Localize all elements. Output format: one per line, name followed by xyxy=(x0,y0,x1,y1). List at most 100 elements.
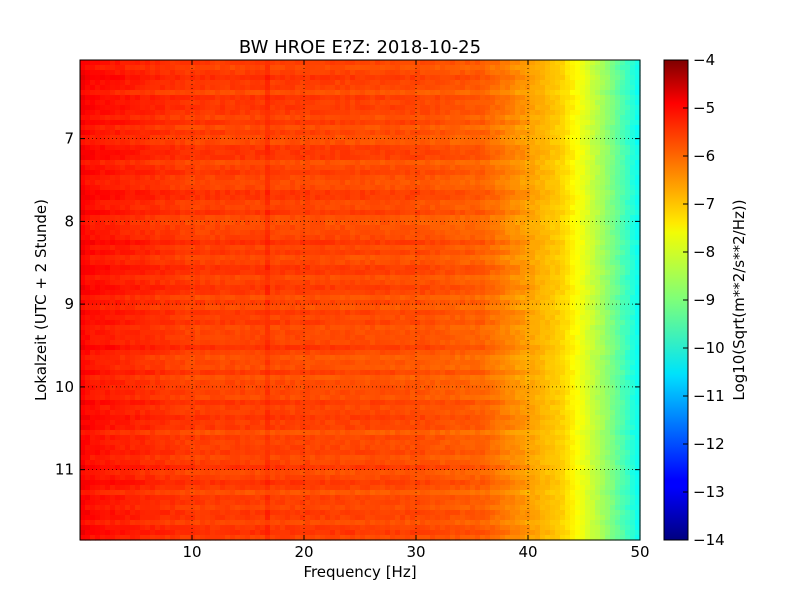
heatmap-cell xyxy=(325,205,331,211)
heatmap-cell xyxy=(185,220,191,226)
heatmap-cell xyxy=(335,255,341,261)
heatmap-cell xyxy=(550,100,556,106)
heatmap-cell xyxy=(80,135,86,141)
heatmap-cell xyxy=(255,140,261,146)
heatmap-cell xyxy=(555,165,561,171)
heatmap-cell xyxy=(205,130,211,136)
heatmap-cell xyxy=(130,280,136,286)
heatmap-cell xyxy=(335,180,341,186)
heatmap-cell xyxy=(565,255,571,261)
heatmap-cell xyxy=(350,220,356,226)
heatmap-cell xyxy=(480,265,486,271)
heatmap-cell xyxy=(595,170,601,176)
heatmap-cell xyxy=(115,250,121,256)
heatmap-cell xyxy=(500,105,506,111)
heatmap-cell xyxy=(130,235,136,241)
heatmap-cell xyxy=(590,75,596,81)
heatmap-cell xyxy=(315,280,321,286)
heatmap-cell xyxy=(505,245,511,251)
heatmap-cell xyxy=(200,245,206,251)
heatmap-cell xyxy=(555,175,561,181)
heatmap-cell xyxy=(530,145,536,151)
heatmap-cell xyxy=(240,100,246,106)
heatmap-cell xyxy=(160,165,166,171)
heatmap-cell xyxy=(230,110,236,116)
heatmap-cell xyxy=(95,245,101,251)
heatmap-cell xyxy=(235,155,241,161)
heatmap-cell xyxy=(300,100,306,106)
heatmap-cell xyxy=(185,95,191,101)
heatmap-cell xyxy=(240,245,246,251)
heatmap-cell xyxy=(610,270,616,276)
heatmap-cell xyxy=(475,180,481,186)
heatmap-cell xyxy=(530,120,536,126)
heatmap-cell xyxy=(270,185,276,191)
heatmap-cell xyxy=(130,75,136,81)
heatmap-cell xyxy=(310,240,316,246)
heatmap-cell xyxy=(220,215,226,221)
heatmap-cell xyxy=(415,185,421,191)
heatmap-cell xyxy=(370,105,376,111)
heatmap-cell xyxy=(385,250,391,256)
heatmap-cell xyxy=(255,145,261,151)
heatmap-cell xyxy=(440,110,446,116)
heatmap-cell xyxy=(155,160,161,166)
heatmap-cell xyxy=(480,65,486,71)
heatmap-cell xyxy=(540,170,546,176)
heatmap-cell xyxy=(515,180,521,186)
heatmap-cell xyxy=(220,195,226,201)
heatmap-cell xyxy=(580,135,586,141)
heatmap-cell xyxy=(585,240,591,246)
heatmap-cell xyxy=(290,165,296,171)
heatmap-cell xyxy=(525,240,531,246)
heatmap-cell xyxy=(105,65,111,71)
heatmap-cell xyxy=(370,180,376,186)
heatmap-cell xyxy=(560,145,566,151)
heatmap-cell xyxy=(180,60,186,66)
heatmap-cell xyxy=(340,190,346,196)
heatmap-cell xyxy=(285,185,291,191)
heatmap-cell xyxy=(180,160,186,166)
heatmap-cell xyxy=(150,165,156,171)
heatmap-cell xyxy=(590,60,596,66)
heatmap-cell xyxy=(105,185,111,191)
heatmap-cell xyxy=(470,95,476,101)
heatmap-cell xyxy=(555,270,561,276)
heatmap-cell xyxy=(265,275,271,281)
heatmap-cell xyxy=(105,270,111,276)
heatmap-cell xyxy=(230,245,236,251)
heatmap-cell xyxy=(535,190,541,196)
heatmap-cell xyxy=(140,200,146,206)
heatmap-cell xyxy=(320,255,326,261)
heatmap-cell xyxy=(290,190,296,196)
heatmap-cell xyxy=(560,95,566,101)
heatmap-cell xyxy=(105,80,111,86)
heatmap-cell xyxy=(175,180,181,186)
heatmap-cell xyxy=(395,160,401,166)
heatmap-cell xyxy=(340,280,346,286)
heatmap-cell xyxy=(90,85,96,91)
heatmap-cell xyxy=(635,270,641,276)
heatmap-cell xyxy=(465,230,471,236)
heatmap-cell xyxy=(560,110,566,116)
heatmap-cell xyxy=(425,220,431,226)
heatmap-cell xyxy=(100,245,106,251)
heatmap-cell xyxy=(605,240,611,246)
heatmap-cell xyxy=(355,280,361,286)
heatmap-cell xyxy=(240,215,246,221)
heatmap-cell xyxy=(190,105,196,111)
heatmap-cell xyxy=(415,225,421,231)
heatmap-cell xyxy=(570,235,576,241)
heatmap-cell xyxy=(570,135,576,141)
heatmap-cell xyxy=(505,125,511,131)
heatmap-cell xyxy=(400,240,406,246)
heatmap-cell xyxy=(615,100,621,106)
heatmap-cell xyxy=(615,65,621,71)
heatmap-cell xyxy=(305,185,311,191)
heatmap-cell xyxy=(90,220,96,226)
heatmap-cell xyxy=(180,195,186,201)
heatmap-cell xyxy=(180,105,186,111)
heatmap-cell xyxy=(165,270,171,276)
heatmap-cell xyxy=(105,220,111,226)
heatmap-cell xyxy=(125,210,131,216)
